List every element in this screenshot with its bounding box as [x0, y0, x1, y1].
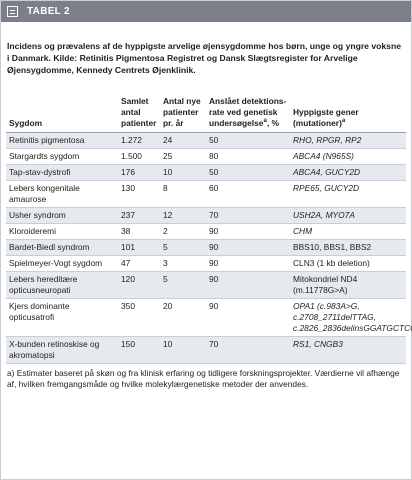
table-row: Bardet-Biedl syndrom 101 5 90 BBS10, BBS1, B… — [6, 239, 406, 256]
table-header-bar: TABEL 2 — [1, 1, 411, 22]
column-header-text: Samlet antal patienter — [121, 96, 157, 128]
disease-cell: Tap-stav-dystrofi — [6, 164, 118, 181]
disease-cell: Bardet-Biedl syndrom — [6, 239, 118, 256]
column-header-text: Anslået detektions-rate ved genetisk und… — [209, 96, 287, 128]
table-icon — [7, 6, 18, 17]
genes-cell: OPA1 (c.983A>G, c.2708_2711delTTAG, c.28… — [290, 298, 412, 337]
genes-cell: ABCA4, GUCY2D — [290, 164, 406, 181]
total-patients-cell: 150 — [118, 336, 160, 364]
total-patients-cell: 38 — [118, 223, 160, 240]
table-row: Retinitis pigmentosa 1.272 24 50 RHO, RPGR, … — [6, 132, 406, 149]
table-row: X-bunden retinoskise og akromatopsi 150 10… — [6, 336, 406, 364]
new-patients-per-year-cell: 5 — [160, 271, 206, 299]
genes-cell: USH2A, MYO7A — [290, 207, 406, 224]
total-patients-cell: 130 — [118, 180, 160, 208]
disease-cell: Kjers dominante opticusatrofi — [6, 298, 118, 337]
detection-rate-cell: 90 — [206, 223, 290, 240]
total-patients-cell: 176 — [118, 164, 160, 181]
detection-rate-cell: 90 — [206, 271, 290, 299]
detection-rate-cell: 50 — [206, 164, 290, 181]
table-row: Lebers hereditære opticusneuropati 120 5 90… — [6, 271, 406, 299]
disease-cell: Lebers hereditære opticusneuropati — [6, 271, 118, 299]
new-patients-per-year-cell: 3 — [160, 255, 206, 272]
table-row: Spielmeyer-Vogt sygdom 47 3 90 CLN3 (1 kb de… — [6, 255, 406, 272]
detection-rate-cell: 90 — [206, 255, 290, 272]
header-row: Sygdom Samlet antal patienter Antal nye pa… — [6, 94, 406, 133]
new-patients-per-year-cell: 8 — [160, 180, 206, 208]
total-patients-cell: 237 — [118, 207, 160, 224]
column-header-text: Antal nye patienter pr. år — [163, 96, 201, 128]
detection-rate-cell: 50 — [206, 132, 290, 149]
new-patients-per-year-cell: 20 — [160, 298, 206, 337]
footnote: a) Estimater baseret på skøn og fra klin… — [7, 368, 400, 389]
genes-cell: BBS10, BBS1, BBS2 — [290, 239, 406, 256]
genes-cell: RS1, CNGB3 — [290, 336, 406, 364]
table-row: Usher syndrom 237 12 70 USH2A, MYO7A — [6, 207, 406, 224]
column-header: Samlet antal patienter — [118, 94, 160, 133]
detection-rate-cell: 70 — [206, 207, 290, 224]
detection-rate-cell: 70 — [206, 336, 290, 364]
new-patients-per-year-cell: 5 — [160, 239, 206, 256]
genes-cell: CHM — [290, 223, 406, 240]
data-table: Sygdom Samlet antal patienter Antal nye pa… — [6, 94, 412, 364]
disease-cell: X-bunden retinoskise og akromatopsi — [6, 336, 118, 364]
table-row: Kloroideremi 38 2 90 CHM — [6, 223, 406, 240]
column-header-text: Hyppigste gener (mutationer) — [293, 107, 359, 128]
detection-rate-cell: 80 — [206, 148, 290, 165]
new-patients-per-year-cell: 25 — [160, 148, 206, 165]
genes-cell: RPE65, GUCY2D — [290, 180, 406, 208]
column-header-suffix: , % — [266, 118, 279, 128]
caption: Incidens og prævalens af de hyppigste ar… — [7, 41, 401, 75]
detection-rate-cell: 60 — [206, 180, 290, 208]
disease-cell: Retinitis pigmentosa — [6, 132, 118, 149]
footnote-marker: a — [263, 118, 267, 125]
table-body: Retinitis pigmentosa 1.272 24 50 RHO, RPGR, … — [6, 132, 412, 364]
column-header: Antal nye patienter pr. år — [160, 94, 206, 133]
new-patients-per-year-cell: 12 — [160, 207, 206, 224]
total-patients-cell: 1.272 — [118, 132, 160, 149]
column-header: Sygdom — [6, 94, 118, 133]
disease-cell: Usher syndrom — [6, 207, 118, 224]
table-label: TABEL 2 — [27, 6, 70, 17]
column-header-text: Sygdom — [9, 118, 43, 128]
disease-cell: Kloroideremi — [6, 223, 118, 240]
total-patients-cell: 101 — [118, 239, 160, 256]
disease-cell: Spielmeyer-Vogt sygdom — [6, 255, 118, 272]
table-row: Stargardts sygdom 1.500 25 80 ABCA4 (N965S) — [6, 148, 406, 165]
total-patients-cell: 1.500 — [118, 148, 160, 165]
table-row: Lebers kongenitale amaurose 130 8 60 RPE65, … — [6, 180, 406, 208]
new-patients-per-year-cell: 24 — [160, 132, 206, 149]
disease-cell: Lebers kongenitale amaurose — [6, 180, 118, 208]
table-row: Kjers dominante opticusatrofi 350 20 90 OPA1… — [6, 298, 412, 337]
table-row: Tap-stav-dystrofi 176 10 50 ABCA4, GUCY2D — [6, 164, 406, 181]
new-patients-per-year-cell: 2 — [160, 223, 206, 240]
column-header: Hyppigste gener (mutationer)a — [290, 94, 406, 133]
detection-rate-cell: 90 — [206, 239, 290, 256]
genes-cell: ABCA4 (N965S) — [290, 148, 406, 165]
total-patients-cell: 120 — [118, 271, 160, 299]
detection-rate-cell: 90 — [206, 298, 290, 337]
genes-cell: CLN3 (1 kb deletion) — [290, 255, 406, 272]
column-header: Anslået detektions-rate ved genetisk und… — [206, 94, 290, 133]
total-patients-cell: 47 — [118, 255, 160, 272]
new-patients-per-year-cell: 10 — [160, 164, 206, 181]
total-patients-cell: 350 — [118, 298, 160, 337]
new-patients-per-year-cell: 10 — [160, 336, 206, 364]
genes-cell: Mitokondriel ND4 (m.11778G>A) — [290, 271, 406, 299]
footnote-marker: a — [341, 118, 346, 125]
disease-cell: Stargardts sygdom — [6, 148, 118, 165]
genes-cell: RHO, RPGR, RP2 — [290, 132, 406, 149]
